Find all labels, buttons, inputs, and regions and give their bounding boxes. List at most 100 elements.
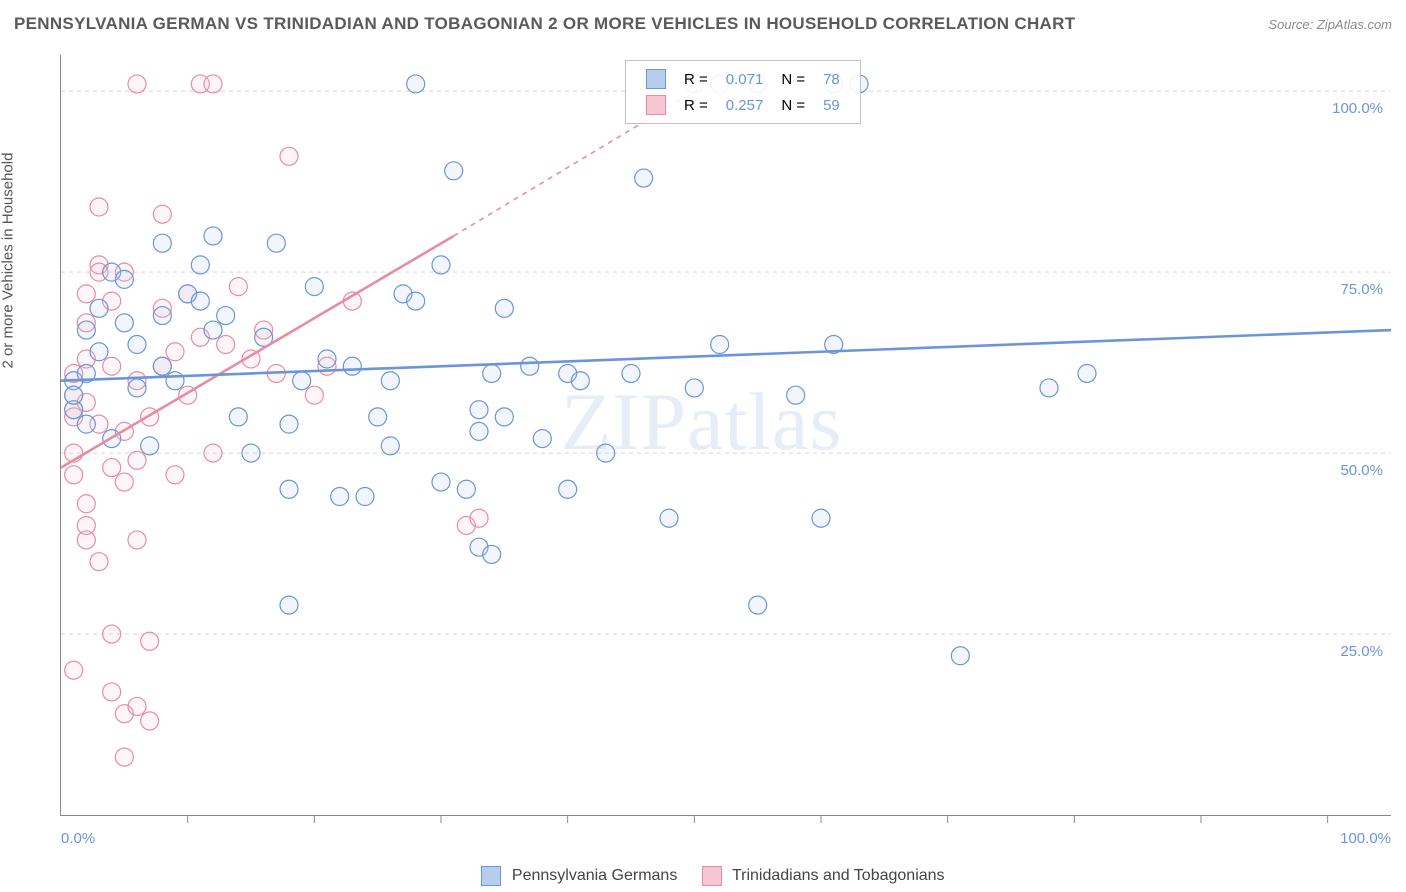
data-point-series1 (685, 379, 703, 397)
r-label: R = (676, 67, 716, 91)
data-point-series1 (280, 415, 298, 433)
data-point-series1 (305, 278, 323, 296)
n-label: N = (773, 93, 813, 117)
data-point-series1 (533, 430, 551, 448)
data-point-series1 (787, 386, 805, 404)
data-point-series1 (407, 292, 425, 310)
scatter-plot: ZIPatlas 25.0%50.0%75.0%100.0%0.0%100.0% (60, 55, 1391, 816)
data-point-series2 (115, 748, 133, 766)
plot-svg: 25.0%50.0%75.0%100.0%0.0%100.0% (61, 55, 1391, 815)
data-point-series1 (77, 415, 95, 433)
data-point-series1 (204, 321, 222, 339)
data-point-series1 (153, 357, 171, 375)
data-point-series1 (951, 647, 969, 665)
data-point-series1 (495, 408, 513, 426)
data-point-series1 (559, 480, 577, 498)
data-point-series1 (77, 321, 95, 339)
data-point-series1 (191, 256, 209, 274)
legend-swatch-series1 (646, 69, 666, 89)
x-tick-label-left: 0.0% (61, 830, 95, 847)
data-point-series2 (229, 278, 247, 296)
data-point-series1 (293, 372, 311, 390)
data-point-series1 (343, 357, 361, 375)
data-point-series2 (166, 343, 184, 361)
data-point-series1 (369, 408, 387, 426)
data-point-series2 (103, 625, 121, 643)
data-point-series1 (407, 75, 425, 93)
data-point-series1 (597, 444, 615, 462)
data-point-series2 (204, 75, 222, 93)
y-axis-label: 2 or more Vehicles in Household (0, 153, 17, 369)
n-value-series2: 59 (815, 93, 848, 117)
data-point-series1 (495, 299, 513, 317)
data-point-series1 (318, 350, 336, 368)
data-point-series1 (229, 408, 247, 426)
data-point-series1 (217, 307, 235, 325)
data-point-series2 (65, 466, 83, 484)
data-point-series2 (166, 466, 184, 484)
data-point-series2 (128, 531, 146, 549)
chart-title: PENNSYLVANIA GERMAN VS TRINIDADIAN AND T… (14, 14, 1075, 34)
data-point-series1 (381, 437, 399, 455)
y-tick-label: 25.0% (1340, 643, 1383, 660)
data-point-series2 (470, 509, 488, 527)
data-point-series1 (571, 372, 589, 390)
legend-swatch-series1 (481, 866, 501, 886)
data-point-series1 (280, 596, 298, 614)
data-point-series2 (103, 459, 121, 477)
data-point-series1 (115, 270, 133, 288)
stats-legend: R = 0.071 N = 78 R = 0.257 N = 59 (625, 60, 861, 124)
data-point-series2 (103, 683, 121, 701)
legend-label-series1: Pennsylvania Germans (512, 867, 677, 884)
r-label: R = (676, 93, 716, 117)
source-attribution: Source: ZipAtlas.com (1268, 17, 1392, 32)
data-point-series2 (128, 75, 146, 93)
data-point-series1 (65, 386, 83, 404)
data-point-series1 (204, 227, 222, 245)
data-point-series1 (457, 480, 475, 498)
n-label: N = (773, 67, 813, 91)
legend-swatch-series2 (702, 866, 722, 886)
data-point-series2 (128, 697, 146, 715)
data-point-series1 (432, 256, 450, 274)
data-point-series1 (635, 169, 653, 187)
data-point-series1 (267, 234, 285, 252)
data-point-series2 (204, 444, 222, 462)
data-point-series2 (90, 198, 108, 216)
data-point-series1 (622, 364, 640, 382)
y-tick-label: 75.0% (1340, 281, 1383, 298)
data-point-series1 (280, 480, 298, 498)
data-point-series1 (356, 488, 374, 506)
r-value-series1: 0.071 (718, 67, 772, 91)
data-point-series2 (305, 386, 323, 404)
data-point-series2 (128, 451, 146, 469)
data-point-series2 (141, 632, 159, 650)
data-point-series1 (445, 162, 463, 180)
data-point-series2 (280, 147, 298, 165)
series-legend: Pennsylvania Germans Trinidadians and To… (0, 866, 1406, 886)
data-point-series1 (1040, 379, 1058, 397)
data-point-series2 (103, 357, 121, 375)
data-point-series1 (191, 292, 209, 310)
y-tick-label: 100.0% (1332, 100, 1383, 117)
data-point-series2 (115, 473, 133, 491)
data-point-series1 (90, 343, 108, 361)
data-point-series1 (331, 488, 349, 506)
data-point-series1 (128, 379, 146, 397)
data-point-series2 (141, 712, 159, 730)
data-point-series1 (128, 336, 146, 354)
data-point-series1 (470, 422, 488, 440)
data-point-series2 (77, 285, 95, 303)
data-point-series1 (749, 596, 767, 614)
data-point-series1 (660, 509, 678, 527)
data-point-series1 (521, 357, 539, 375)
y-tick-label: 50.0% (1340, 462, 1383, 479)
data-point-series1 (711, 336, 729, 354)
legend-swatch-series2 (646, 95, 666, 115)
legend-label-series2: Trinidadians and Tobagonians (732, 867, 945, 884)
data-point-series2 (217, 336, 235, 354)
data-point-series2 (153, 205, 171, 223)
data-point-series1 (153, 307, 171, 325)
data-point-series2 (77, 531, 95, 549)
data-point-series1 (483, 364, 501, 382)
